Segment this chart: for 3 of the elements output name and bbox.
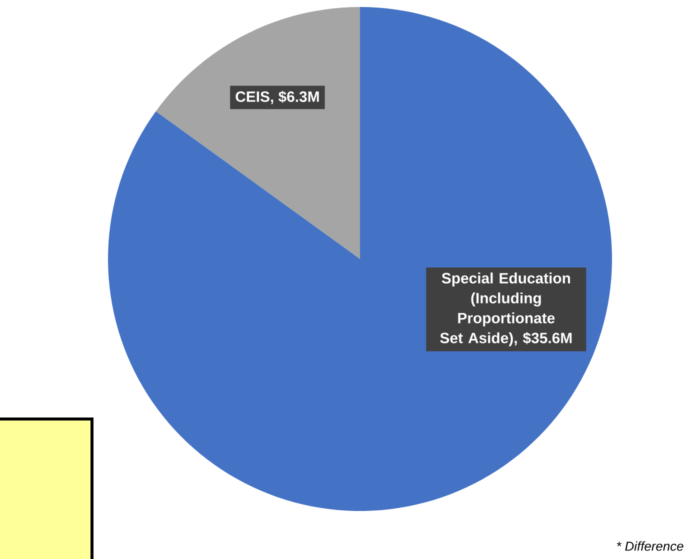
text: * Difference xyxy=(616,541,684,551)
slice-label: CEIS, $6.3M xyxy=(236,90,319,104)
slice-label: Special Education (Including Proportionate Set Aside), $35.6M xyxy=(440,272,572,346)
